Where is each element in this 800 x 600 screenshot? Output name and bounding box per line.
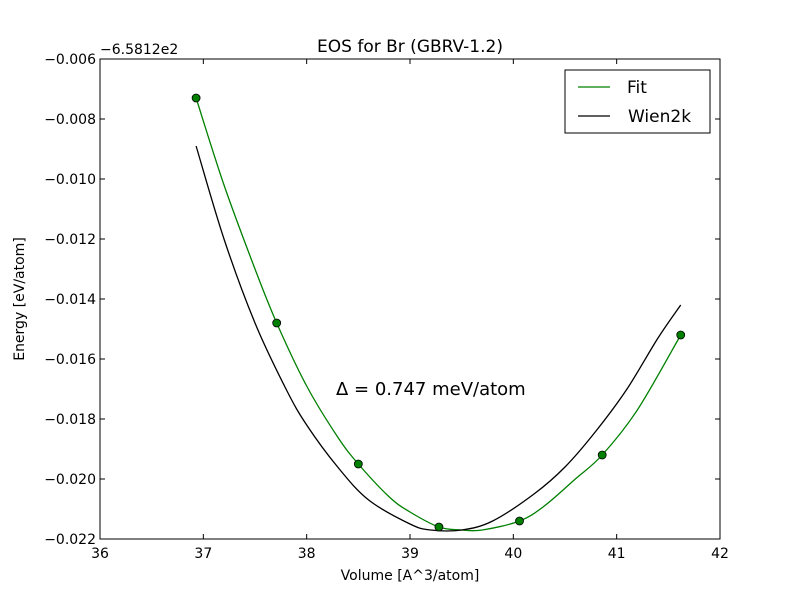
- legend-label-fit: Fit: [627, 78, 647, 98]
- plot-area: [191, 93, 686, 532]
- data-point: [515, 516, 524, 526]
- y-tick-label: −0.018: [44, 412, 96, 428]
- y-tick-label: −0.010: [44, 172, 96, 188]
- y-offset-label: −6.5812e2: [100, 42, 178, 58]
- series-line-wien2k: [195, 145, 682, 532]
- y-tick-label: −0.020: [44, 472, 96, 488]
- y-tick-label: −0.008: [44, 112, 96, 128]
- x-tick-label: 42: [711, 546, 729, 562]
- data-point: [597, 450, 607, 460]
- data-point: [353, 459, 363, 469]
- data-point: [676, 330, 686, 340]
- data-point: [272, 318, 282, 328]
- data-point: [191, 93, 201, 103]
- x-tick-label: 37: [194, 546, 212, 562]
- data-point: [434, 522, 444, 532]
- y-tick-label: −0.016: [44, 352, 96, 368]
- y-tick-label: −0.012: [44, 232, 96, 248]
- x-tick-label: 36: [91, 546, 109, 562]
- x-axis-label: Volume [A^3/atom]: [341, 568, 480, 584]
- x-axis: 36 37 38 39 40 41 42: [91, 59, 729, 562]
- chart-title: EOS for Br (GBRV-1.2): [317, 37, 503, 57]
- x-tick-label: 41: [608, 546, 626, 562]
- y-tick-label: −0.022: [44, 532, 96, 548]
- x-tick-label: 39: [401, 546, 419, 562]
- delta-annotation: Δ = 0.747 meV/atom: [336, 379, 526, 400]
- y-axis: −0.022 −0.020 −0.018 −0.016 −0.014 −0.012 −0.0…: [44, 52, 720, 548]
- legend-box: [564, 69, 711, 134]
- y-axis-label: Energy [eV/atom]: [12, 237, 28, 361]
- legend-label-wien2k: Wien2k: [628, 107, 691, 127]
- x-tick-label: 38: [298, 546, 316, 562]
- series-line-fit: [195, 97, 682, 532]
- y-tick-label: −0.006: [44, 52, 96, 68]
- y-tick-label: −0.014: [44, 292, 96, 308]
- x-tick-label: 40: [504, 546, 522, 562]
- legend: Fit Wien2k: [564, 69, 711, 134]
